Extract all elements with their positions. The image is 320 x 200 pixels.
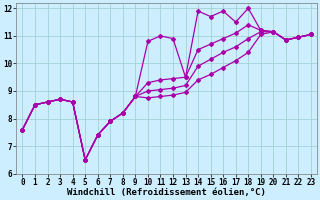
X-axis label: Windchill (Refroidissement éolien,°C): Windchill (Refroidissement éolien,°C) xyxy=(67,188,266,197)
